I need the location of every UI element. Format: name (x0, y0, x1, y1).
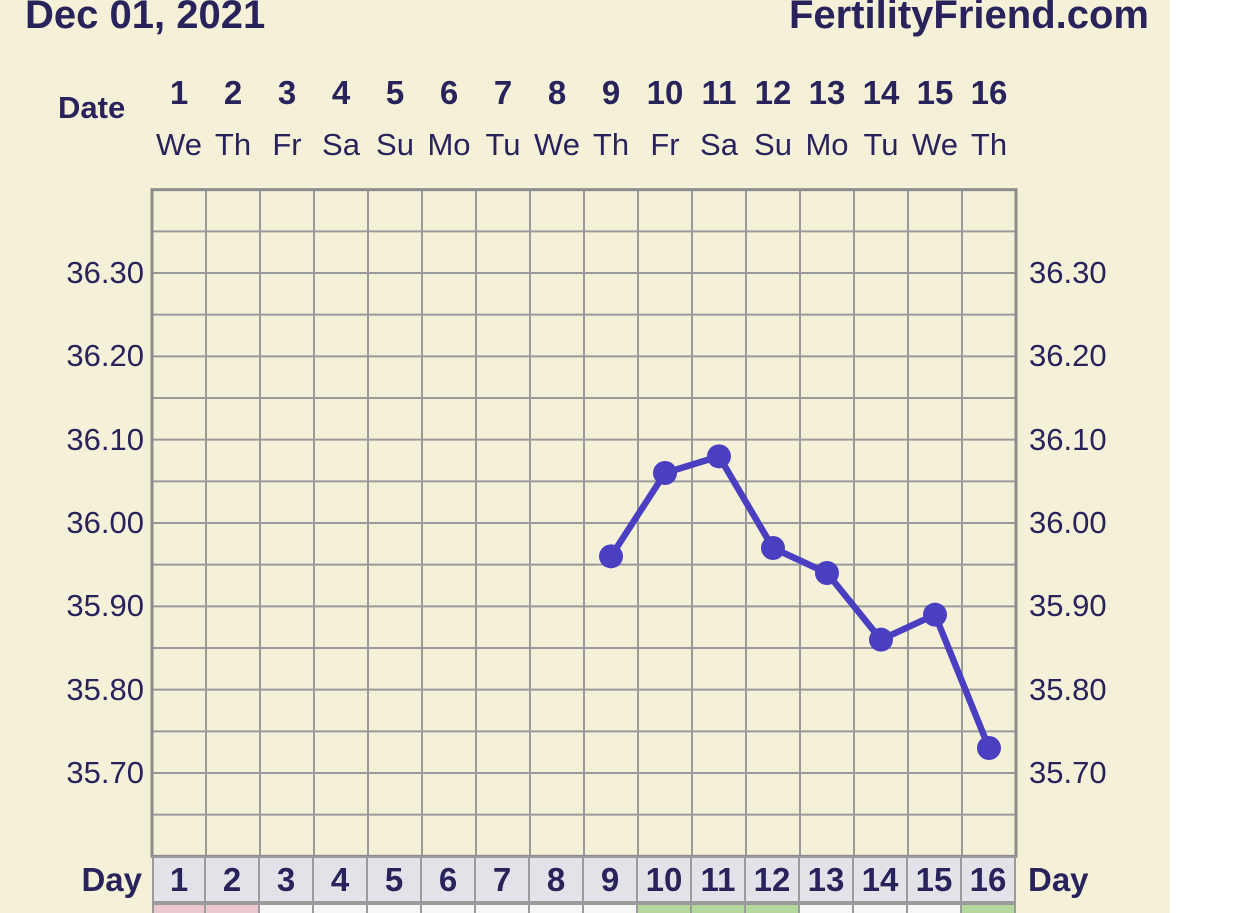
day-footer-cell[interactable]: 10 (638, 856, 692, 903)
temperature-data-point[interactable] (977, 736, 1001, 760)
phase-cell-none (260, 903, 314, 913)
day-footer-cell[interactable]: 2 (206, 856, 260, 903)
day-footer-cell[interactable]: 1 (152, 856, 206, 903)
phase-cell-none (908, 903, 962, 913)
day-footer-cell[interactable]: 5 (368, 856, 422, 903)
temperature-data-point[interactable] (761, 536, 785, 560)
phase-cell-fertile (962, 903, 1016, 913)
phase-cell-none (368, 903, 422, 913)
day-footer-cell[interactable]: 16 (962, 856, 1016, 903)
day-footer-label-left: Day (0, 856, 142, 903)
phase-cell-none (422, 903, 476, 913)
phase-cell-fertile (638, 903, 692, 913)
day-footer-cell[interactable]: 4 (314, 856, 368, 903)
temperature-data-point[interactable] (653, 461, 677, 485)
day-footer-cell[interactable]: 8 (530, 856, 584, 903)
phase-cell-menses (152, 903, 206, 913)
phase-cell-none (800, 903, 854, 913)
day-footer-cell[interactable]: 12 (746, 856, 800, 903)
day-footer-label-right: Day (1028, 856, 1089, 903)
phase-cell-none (854, 903, 908, 913)
bbt-chart-page: Dec 01, 2021 FertilityFriend.com Date 12… (0, 0, 1242, 913)
temperature-data-point[interactable] (815, 561, 839, 585)
temperature-chart-canvas (0, 0, 1242, 913)
phase-cell-none (530, 903, 584, 913)
day-footer-cell[interactable]: 3 (260, 856, 314, 903)
day-footer-cell[interactable]: 13 (800, 856, 854, 903)
phase-cell-fertile (692, 903, 746, 913)
day-footer-cell[interactable]: 11 (692, 856, 746, 903)
day-footer-cell[interactable]: 6 (422, 856, 476, 903)
day-footer-cell[interactable]: 7 (476, 856, 530, 903)
phase-cell-menses (206, 903, 260, 913)
phase-cell-fertile (746, 903, 800, 913)
day-footer-cell[interactable]: 15 (908, 856, 962, 903)
phase-cell-none (584, 903, 638, 913)
temperature-data-point[interactable] (707, 444, 731, 468)
temperature-data-point[interactable] (599, 544, 623, 568)
day-footer-cell[interactable]: 14 (854, 856, 908, 903)
phase-cell-none (476, 903, 530, 913)
day-footer-cell[interactable]: 9 (584, 856, 638, 903)
temperature-data-point[interactable] (869, 628, 893, 652)
phase-cell-none (314, 903, 368, 913)
temperature-data-point[interactable] (923, 603, 947, 627)
